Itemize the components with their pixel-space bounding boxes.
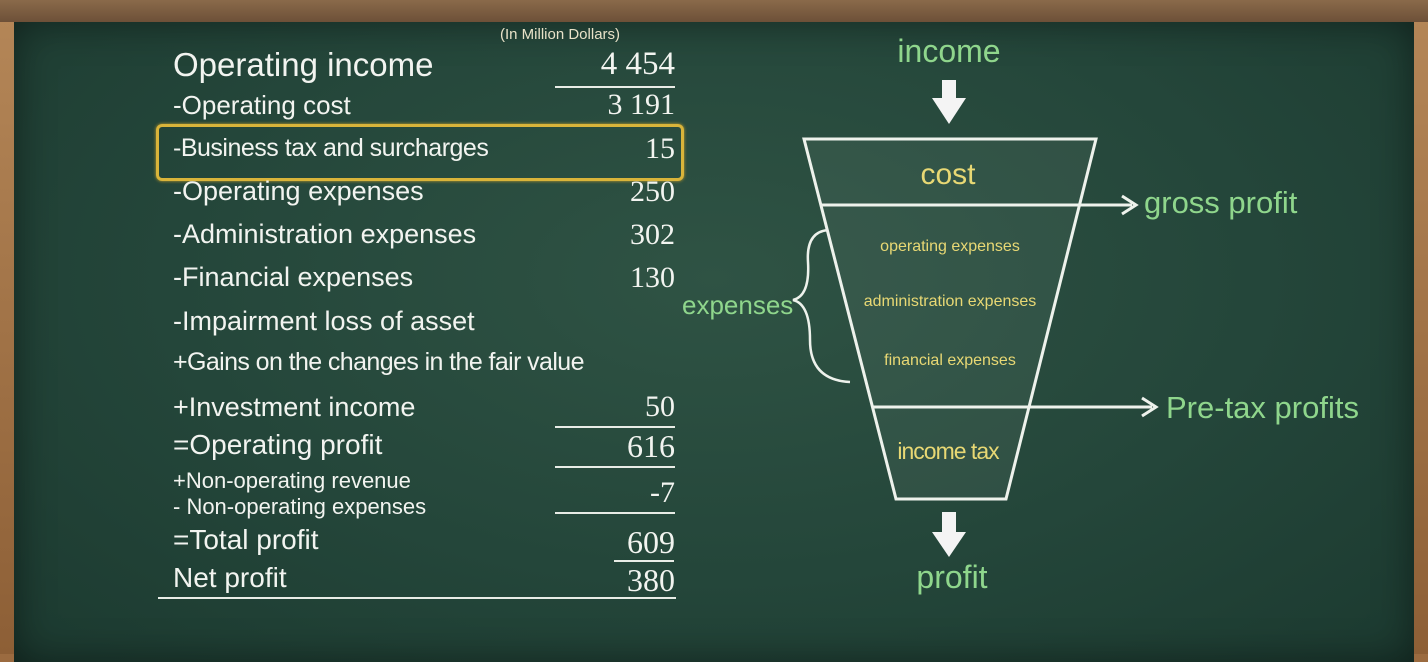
funnel-outline xyxy=(802,137,1098,501)
row-value-administration-expenses: 302 xyxy=(630,218,675,251)
gross-profit-label: gross profit xyxy=(1144,185,1298,220)
income-label: income xyxy=(897,33,1000,69)
statement-bottom-rule xyxy=(158,597,676,599)
row-label-non-operating-expenses: - Non-operating expenses xyxy=(173,494,427,519)
unit-note: (In Million Dollars) xyxy=(500,26,621,43)
row-label-net-profit: Net profit xyxy=(173,562,287,593)
financial-expenses-item: financial expenses xyxy=(884,352,1016,369)
cost-label: cost xyxy=(920,158,976,191)
row-value-financial-expenses: 130 xyxy=(630,261,675,294)
chalkboard xyxy=(14,22,1414,662)
pretax-arrow xyxy=(873,396,1159,418)
gross-profit-arrow xyxy=(820,194,1139,216)
row-label-administration-expenses: -Administration expenses xyxy=(173,219,477,249)
row-value-non-operating-expenses: -7 xyxy=(555,476,675,514)
row-label-operating-income: Operating income xyxy=(173,46,434,83)
row-label-financial-expenses: -Financial expenses xyxy=(173,262,414,292)
row-value-operating-income: 4 454 xyxy=(555,46,675,88)
total-profit-underline xyxy=(614,560,674,562)
income-tax-label: income tax xyxy=(897,438,1000,464)
row-label-business-tax: -Business tax and surcharges xyxy=(173,134,489,162)
row-value-total-profit: 609 xyxy=(627,524,675,560)
administration-expenses-item: administration expenses xyxy=(864,293,1037,310)
row-label-operating-cost: -Operating cost xyxy=(173,90,351,120)
operating-expenses-item: operating expenses xyxy=(880,238,1020,255)
row-label-impairment-loss: -Impairment loss of asset xyxy=(173,306,475,336)
row-label-operating-expenses: -Operating expenses xyxy=(173,176,424,206)
row-value-net-profit: 380 xyxy=(627,562,675,598)
pretax-profits-label: Pre-tax profits xyxy=(1166,390,1359,425)
row-label-operating-profit: =Operating profit xyxy=(173,429,383,460)
row-label-investment-income: +Investment income xyxy=(173,392,416,422)
row-label-non-operating-revenue: +Non-operating revenue xyxy=(173,468,411,493)
row-value-investment-income: 50 xyxy=(555,390,675,428)
profit-label: profit xyxy=(916,559,987,595)
expenses-label: expenses xyxy=(682,290,793,320)
down-arrow-top-icon xyxy=(932,80,966,124)
row-value-operating-expenses: 250 xyxy=(630,175,675,208)
highlight-box xyxy=(156,124,684,181)
row-value-operating-profit: 616 xyxy=(555,428,675,468)
row-label-total-profit: =Total profit xyxy=(173,524,319,555)
row-label-fair-value-gains: +Gains on the changes in the fair value xyxy=(173,348,585,376)
row-value-business-tax: 15 xyxy=(645,132,675,165)
frame-top xyxy=(0,0,1428,22)
expenses-brace xyxy=(792,228,851,384)
down-arrow-bottom-icon xyxy=(932,512,966,557)
